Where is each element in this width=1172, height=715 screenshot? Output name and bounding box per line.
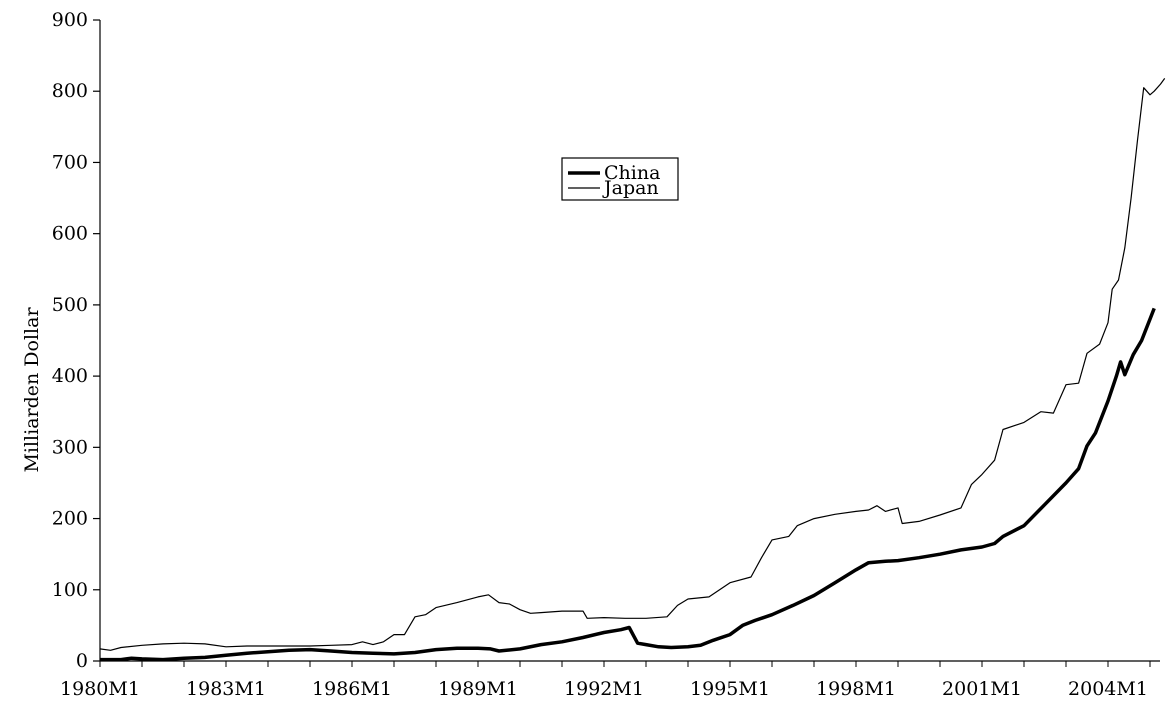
legend-label-japan: Japan (602, 177, 659, 199)
legend-box (561, 157, 679, 201)
y-tick-label: 600 (52, 223, 88, 245)
y-axis: 0 100 200 300 400 500 600 700 800 900 (52, 9, 101, 672)
series-group (99, 78, 1166, 662)
series-line-china (100, 307, 1156, 662)
legend-label-china: China (604, 162, 660, 184)
x-tick-label: 1998M1 (816, 678, 896, 700)
legend: China Japan (561, 157, 679, 201)
x-tick-label: 2004M1 (1068, 678, 1148, 700)
x-axis: 1980M1 1983M1 1986M1 1989M1 1992M1 1995M1 1998… (60, 660, 1160, 700)
y-tick-label: 800 (52, 80, 88, 102)
y-tick-label: 500 (52, 294, 88, 316)
y-axis-title: Milliarden Dollar (21, 307, 43, 473)
y-tick-label: 400 (52, 365, 88, 387)
y-tick-label: 300 (52, 436, 88, 458)
series-line-japan (99, 78, 1166, 651)
x-tick-label: 1995M1 (690, 678, 770, 700)
x-tick-label: 1980M1 (60, 678, 140, 700)
y-tick-label: 900 (52, 9, 88, 31)
x-tick-label: 1992M1 (564, 678, 644, 700)
x-tick-label: 2001M1 (942, 678, 1022, 700)
y-tick-label: 0 (76, 650, 88, 672)
x-tick-label: 1986M1 (312, 678, 392, 700)
y-tick-label: 100 (52, 579, 88, 601)
y-tick-label: 200 (52, 508, 88, 530)
x-tick-label: 1983M1 (186, 678, 266, 700)
y-tick-label: 700 (52, 151, 88, 173)
x-tick-label: 1989M1 (438, 678, 518, 700)
